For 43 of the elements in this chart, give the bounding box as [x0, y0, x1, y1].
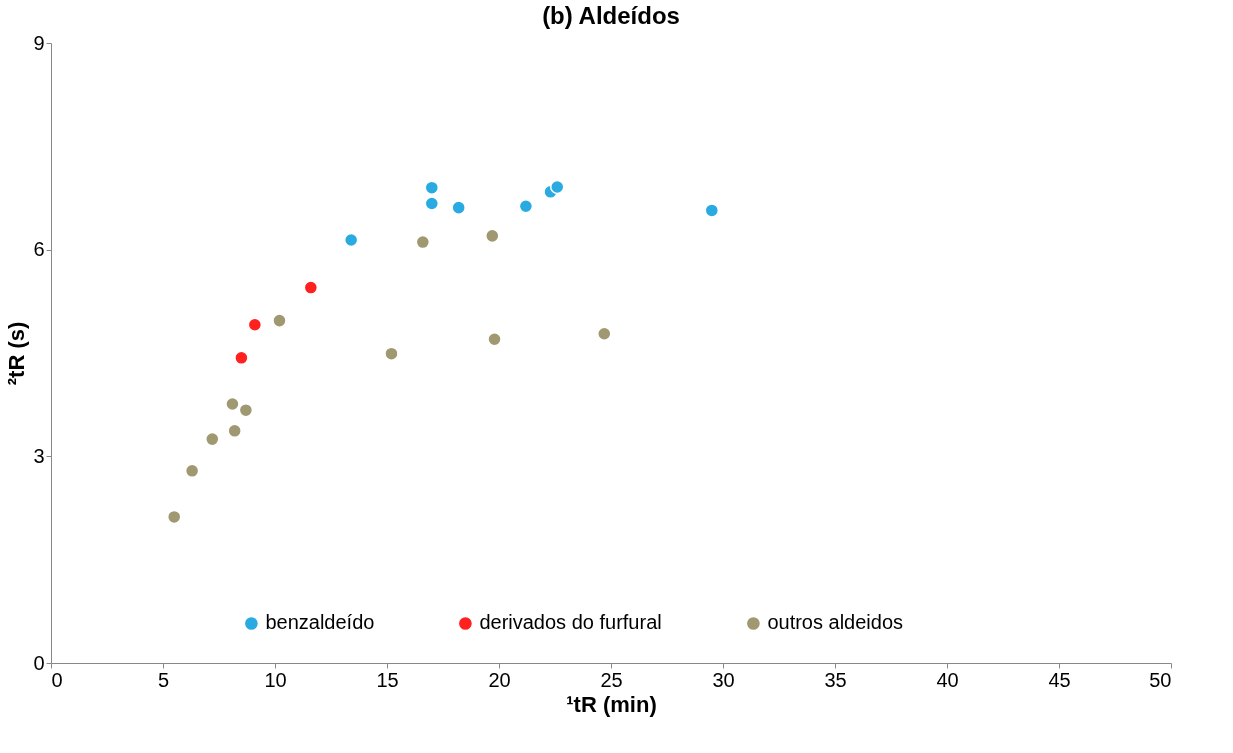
point	[451, 200, 466, 215]
x-tick-label: 25	[600, 668, 623, 691]
legend-label: benzaldeído	[265, 611, 375, 634]
legend-label: outros aldeidos	[767, 611, 904, 634]
point	[415, 234, 431, 250]
x-tick-label: 20	[488, 668, 511, 691]
y-tick-label: 6	[33, 238, 45, 261]
point	[597, 326, 612, 341]
y-tick-label: 0	[33, 651, 45, 674]
point	[272, 313, 287, 328]
legend-label: derivados do furfural	[479, 611, 662, 634]
y-axis-title: ²tR (s)	[4, 321, 30, 386]
point	[485, 228, 500, 244]
x-tick-label: 0	[51, 668, 63, 691]
x-tick-label: 45	[1048, 668, 1071, 691]
y-tick-label: 3	[33, 444, 45, 467]
point	[238, 402, 254, 418]
point	[487, 331, 502, 347]
x-tick-label: 40	[936, 668, 959, 691]
x-tick-label: 5	[157, 668, 170, 691]
x-tick-label: 15	[376, 668, 399, 691]
point	[234, 350, 249, 366]
point	[549, 179, 565, 195]
point	[303, 280, 319, 295]
x-tick-label: 35	[824, 668, 847, 691]
point	[518, 199, 534, 214]
point	[424, 196, 440, 211]
x-axis-title: ¹tR (min)	[566, 691, 657, 717]
point	[225, 396, 240, 412]
point	[704, 203, 720, 218]
x-tick-label: 10	[264, 668, 287, 691]
point	[166, 509, 182, 525]
chart-title: (b) Aldeídos	[542, 2, 680, 29]
point	[247, 317, 263, 333]
point	[343, 232, 359, 248]
point	[227, 423, 242, 439]
point	[184, 463, 200, 479]
point	[384, 346, 399, 361]
y-tick-label: 9	[33, 31, 45, 54]
x-tick-label: 30	[712, 668, 735, 691]
x-tick-label: 50	[1149, 668, 1172, 691]
point	[205, 431, 220, 447]
point	[424, 180, 440, 195]
